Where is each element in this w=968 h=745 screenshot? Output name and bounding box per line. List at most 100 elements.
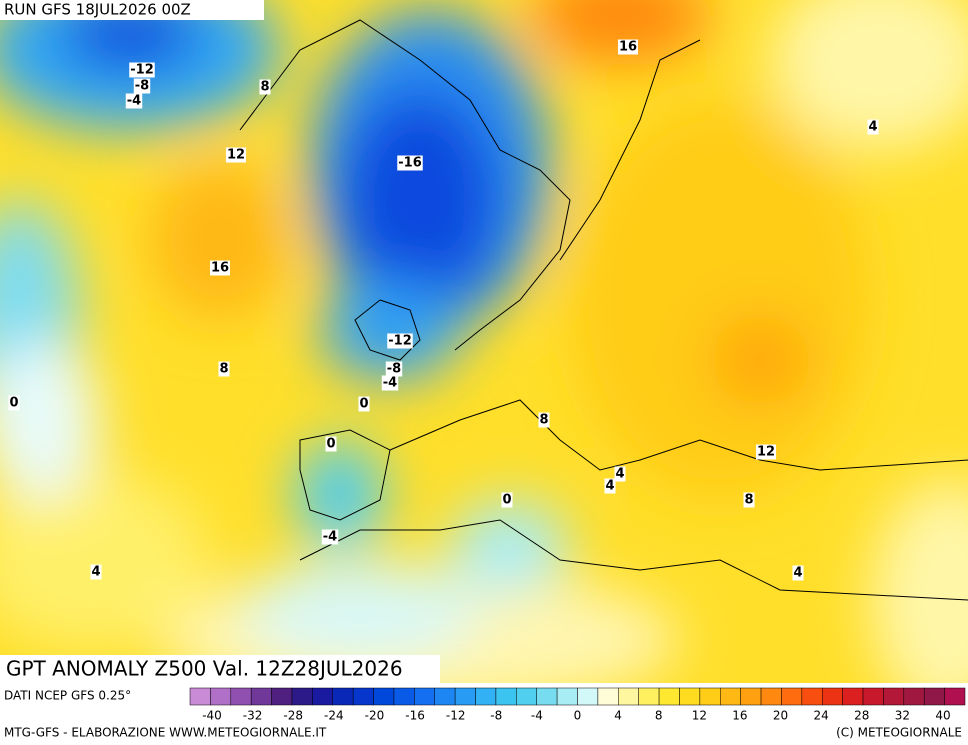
source-label: DATI NCEP GFS 0.25° [4, 689, 131, 703]
colorbar-label: 28 [854, 709, 869, 723]
map-title: GPT ANOMALY Z500 Val. 12Z28JUL2026 [6, 657, 403, 681]
map-field [0, 0, 968, 683]
contour-label: 8 [219, 362, 228, 377]
colorbar-swatch [903, 687, 925, 706]
colorbar-swatch [658, 687, 680, 706]
colorbar-swatch [454, 687, 476, 706]
label-box [538, 412, 550, 428]
contour-label: 12 [757, 445, 775, 460]
colorbar-label: 8 [655, 709, 663, 723]
contour-label: 0 [9, 396, 18, 411]
label-box [792, 565, 804, 581]
colorbar-label: -32 [243, 709, 263, 723]
colorbar-swatch [801, 687, 823, 706]
contour-label: -8 [387, 362, 401, 377]
colorbar-swatch [556, 687, 578, 706]
colorbar-swatch [414, 687, 435, 706]
contour-label: 8 [539, 413, 548, 428]
colorbar-swatch [679, 687, 701, 706]
colorbar-label: 24 [814, 709, 829, 723]
colorbar-swatch [352, 687, 374, 706]
contour-label: 8 [260, 80, 269, 95]
label-box [321, 529, 339, 545]
colorbar-swatch [291, 687, 313, 706]
colorbar-label: -12 [446, 709, 466, 723]
label-box [501, 492, 513, 508]
colorbar-label: -24 [324, 709, 344, 723]
contour-label: 0 [326, 437, 335, 452]
colorbar-swatch [250, 687, 272, 706]
colorbar-swatch [842, 687, 864, 706]
label-box [218, 361, 230, 377]
colorbar-swatch [475, 687, 497, 706]
colorbar-swatch [821, 687, 843, 706]
label-box [614, 466, 626, 482]
contour-label: 8 [744, 493, 753, 508]
label-box [381, 375, 399, 391]
colorbar-swatch [577, 687, 599, 706]
contour-label: -16 [398, 156, 422, 171]
colorbar-swatch [760, 687, 782, 706]
credit-label: MTG-GFS - ELABORAZIONE WWW.METEOGIORNALE… [4, 726, 327, 740]
label-box [90, 564, 102, 580]
label-box [325, 436, 337, 452]
colorbar-swatch [393, 687, 415, 706]
title-box [0, 655, 440, 683]
colorbar-swatch [332, 687, 354, 706]
colorbar-label: 12 [692, 709, 707, 723]
colorbar-swatch [210, 687, 232, 706]
label-box [358, 396, 370, 412]
label-box [604, 478, 616, 494]
contour-label: 16 [211, 261, 229, 276]
colorbar-swatch [597, 687, 619, 706]
colorbar-swatch [434, 687, 456, 706]
label-box [8, 395, 20, 411]
colorbar-swatch [720, 687, 741, 706]
contour-label: -12 [130, 63, 154, 78]
label-box [133, 78, 151, 94]
contour-label: -12 [388, 334, 412, 349]
colorbar-swatch [923, 687, 945, 706]
label-box [743, 492, 755, 508]
label-box [209, 260, 231, 276]
colorbar-swatch [862, 687, 884, 706]
colorbar-swatch [638, 687, 660, 706]
contour-label: 4 [868, 120, 877, 135]
colorbar-label: -8 [490, 709, 502, 723]
colorbar-swatch [271, 687, 293, 706]
colorbar-label: 4 [614, 709, 622, 723]
contour-label: 4 [615, 467, 624, 482]
coastlines [239, 19, 968, 601]
colorbar-swatch [781, 687, 803, 706]
contour-label: -8 [135, 79, 149, 94]
contour-label: 16 [619, 40, 637, 55]
label-box [397, 155, 423, 171]
contour-label: -4 [383, 376, 397, 391]
contour-label: -4 [127, 94, 141, 109]
label-box [259, 79, 271, 95]
colorbar-label: -4 [531, 709, 543, 723]
label-box [617, 39, 639, 55]
colorbar-label: 40 [935, 709, 950, 723]
label-box [125, 93, 143, 109]
colorbar-label: -28 [283, 709, 303, 723]
contour-label: 4 [91, 565, 100, 580]
colorbar-swatch [944, 687, 966, 706]
contour-label: 0 [502, 493, 511, 508]
colorbar-swatch [516, 687, 537, 706]
colorbar-swatch [373, 687, 395, 706]
colorbar: -40 -32 -28 -24 -20 -16 -12 -8 -4 0 4 8 12 16 20 24 28 32… [189, 687, 966, 723]
colorbar-label: 32 [895, 709, 910, 723]
contour-label: 0 [359, 397, 368, 412]
colorbar-swatch [536, 687, 558, 706]
header-box [0, 0, 264, 20]
contour-labels: -12 -8 -4 8 12 16 8 0 4 -16 -12 -8 -4 0 … [8, 39, 879, 581]
run-label: RUN GFS 18JUL2026 00Z [4, 1, 191, 19]
colorbar-swatch [230, 687, 252, 706]
label-box [385, 361, 403, 377]
colorbar-swatch [740, 687, 762, 706]
label-box [387, 333, 413, 349]
colorbar-swatch [699, 687, 721, 706]
colorbar-label: 16 [732, 709, 747, 723]
